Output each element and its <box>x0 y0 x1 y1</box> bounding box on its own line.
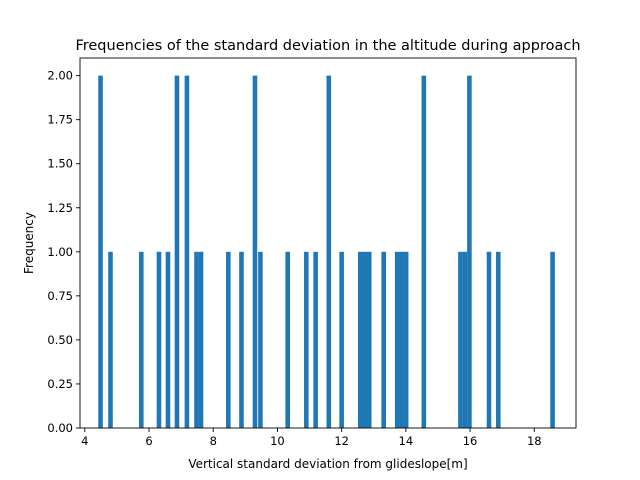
histogram-bar <box>198 251 204 428</box>
histogram-bar <box>366 251 372 428</box>
bars-group <box>98 75 555 429</box>
histogram-bar <box>362 251 368 428</box>
histogram-bar <box>467 75 472 429</box>
y-tick-label: 0.75 <box>47 289 73 303</box>
histogram-bar <box>165 251 171 428</box>
histogram-bar <box>326 75 332 429</box>
y-tick-label: 1.75 <box>47 113 73 127</box>
y-tick-label: 1.50 <box>47 157 73 171</box>
histogram-bar <box>184 75 190 429</box>
x-tick-label: 14 <box>399 434 414 448</box>
histogram-bar <box>252 75 258 429</box>
y-axis-label: Frequency <box>22 212 36 274</box>
histogram-bar <box>357 251 363 428</box>
x-tick-label: 4 <box>81 434 88 448</box>
y-tick-label: 1.00 <box>47 245 73 259</box>
x-axis-label: Vertical standard deviation from glidesl… <box>188 457 467 471</box>
histogram-bar <box>239 251 244 428</box>
x-tick-label: 6 <box>145 434 152 448</box>
histogram-bar <box>462 251 468 428</box>
histogram-bar <box>98 75 103 429</box>
histogram-bar <box>258 251 263 428</box>
x-axis: 4 6 8 10 12 14 16 18 <box>81 428 542 448</box>
y-tick-label: 1.25 <box>47 201 73 215</box>
histogram-bar <box>339 251 344 428</box>
histogram-bar <box>313 251 318 428</box>
y-tick-label: 0.00 <box>47 421 73 435</box>
histogram-bar <box>458 251 463 428</box>
plot-frame <box>79 57 577 429</box>
x-tick-label: 8 <box>210 434 217 448</box>
histogram-bar <box>496 251 501 428</box>
y-tick-label: 0.50 <box>47 333 73 347</box>
x-tick-label: 12 <box>334 434 349 448</box>
chart-title: Frequencies of the standard deviation in… <box>75 38 580 54</box>
histogram-bar <box>108 251 113 428</box>
histogram-bar <box>139 251 144 428</box>
histogram-bar <box>194 251 199 428</box>
x-tick-label: 10 <box>270 434 285 448</box>
y-axis: 0.00 0.25 0.50 0.75 1.00 1.25 1.50 1.75 2.00 <box>47 69 80 435</box>
x-tick-label: 16 <box>463 434 478 448</box>
y-tick-label: 0.25 <box>47 377 73 391</box>
histogram-bar <box>394 251 400 428</box>
x-tick-label: 18 <box>527 434 542 448</box>
histogram-bar <box>174 75 180 429</box>
histogram-bar <box>381 251 386 428</box>
histogram-bar <box>399 251 404 428</box>
histogram-bar <box>285 251 290 428</box>
histogram-bar <box>156 251 162 428</box>
y-tick-label: 2.00 <box>47 69 73 83</box>
histogram-bar <box>304 251 309 428</box>
histogram-bar <box>226 251 231 428</box>
histogram-bar <box>421 75 427 429</box>
histogram-bar <box>486 251 492 428</box>
histogram-bar <box>550 251 555 428</box>
histogram-bar <box>403 251 409 428</box>
